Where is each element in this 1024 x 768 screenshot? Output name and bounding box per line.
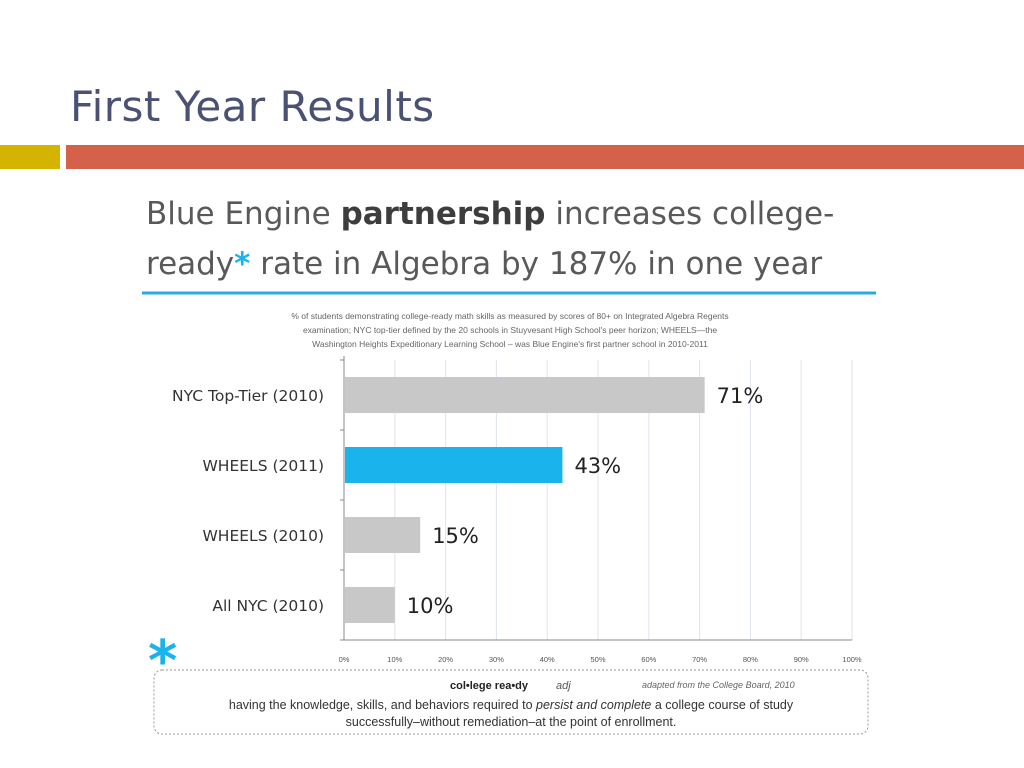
bar: [345, 517, 421, 553]
value-label: 43%: [574, 454, 621, 478]
value-label: 15%: [432, 524, 479, 548]
definition-text-line-2: successfully–without remediation–at the …: [346, 715, 677, 729]
definition-pos: adj: [556, 680, 571, 692]
chart-svg: Blue Engine partnership increases colleg…: [142, 196, 876, 735]
category-label: WHEELS (2010): [202, 527, 324, 545]
accent-bar-orange: [66, 145, 1024, 169]
chart-subtitle-line-1: % of students demonstrating college-read…: [291, 311, 728, 321]
chart-tick-labels: 0% 10% 20% 30% 40% 50% 60% 70% 80% 90% 100%: [339, 655, 862, 664]
x-tick-label: 20%: [438, 655, 453, 664]
definition-source: adapted from the College Board, 2010: [642, 680, 795, 690]
chart-title-line-1: Blue Engine partnership increases colleg…: [146, 196, 834, 232]
x-tick-label: 10%: [387, 655, 402, 664]
chart-subtitle-line-2: examination; NYC top-tier defined by the…: [303, 325, 717, 335]
chart-axis: [340, 356, 852, 641]
chart-title-line-2: ready* rate in Algebra by 187% in one ye…: [146, 246, 822, 282]
slide-title: First Year Results: [70, 82, 435, 131]
value-label: 10%: [407, 594, 454, 618]
x-tick-label: 60%: [641, 655, 656, 664]
definition-term: col•lege rea•dy: [450, 680, 529, 692]
x-tick-label: 30%: [489, 655, 504, 664]
bar: [345, 587, 395, 623]
x-tick-label: 50%: [590, 655, 605, 664]
x-tick-label: 40%: [540, 655, 555, 664]
x-tick-label: 70%: [692, 655, 707, 664]
category-label: WHEELS (2011): [202, 457, 324, 475]
bar: [345, 447, 563, 483]
definition-box: [153, 669, 869, 735]
value-label: 71%: [717, 384, 764, 408]
chart-category-labels: NYC Top-Tier (2010) WHEELS (2011) WHEELS (…: [172, 387, 324, 615]
category-label: All NYC (2010): [212, 597, 324, 615]
bar: [345, 377, 705, 413]
x-tick-label: 100%: [842, 655, 862, 664]
definition-asterisk: *: [148, 629, 177, 694]
x-tick-label: 90%: [794, 655, 809, 664]
accent-bar-yellow: [0, 145, 60, 169]
chart-subtitle-line-3: Washington Heights Expeditionary Learnin…: [312, 339, 708, 349]
chart-value-labels: 71% 43% 15% 10%: [407, 384, 764, 618]
chart-card: Blue Engine partnership increases colleg…: [128, 180, 890, 740]
chart-bars: [345, 377, 705, 623]
definition-text-line-1: having the knowledge, skills, and behavi…: [229, 698, 794, 712]
category-label: NYC Top-Tier (2010): [172, 387, 324, 405]
x-tick-label: 80%: [743, 655, 758, 664]
x-tick-label: 0%: [339, 655, 350, 664]
